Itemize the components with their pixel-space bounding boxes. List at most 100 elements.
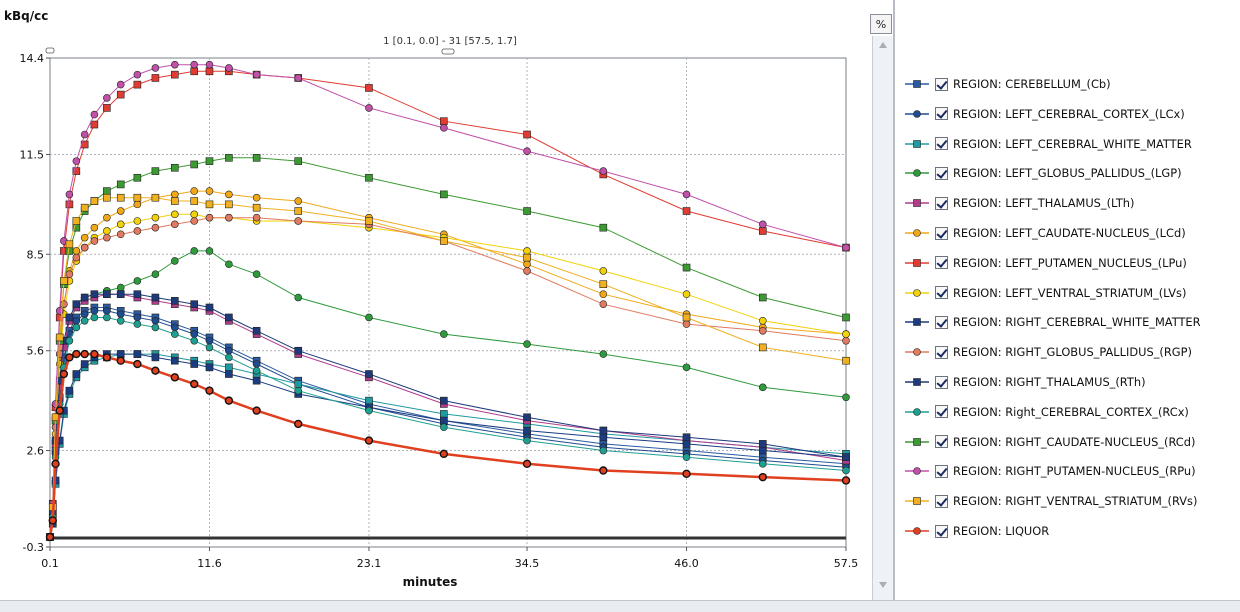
data-point	[599, 466, 608, 475]
legend-checkbox[interactable]	[935, 435, 948, 449]
data-point	[365, 84, 373, 92]
legend-checkbox[interactable]	[935, 524, 948, 538]
data-point	[65, 270, 74, 279]
vertical-scrollbar[interactable]	[872, 36, 893, 600]
series-layer	[45, 60, 851, 542]
scroll-up-icon[interactable]	[879, 42, 887, 48]
data-point	[80, 316, 89, 325]
legend-checkbox[interactable]	[935, 137, 948, 151]
legend-item[interactable]: REGION: LEFT_GLOBUS_PALLIDUS_(LGP)	[903, 163, 1182, 183]
legend-checkbox[interactable]	[935, 315, 948, 329]
data-point	[171, 323, 179, 332]
data-point	[440, 416, 448, 425]
series-13[interactable]	[46, 60, 850, 541]
legend-checkbox[interactable]	[935, 464, 948, 478]
data-point	[225, 363, 233, 372]
legend-item[interactable]: REGION: CEREBELLUM_(Cb)	[903, 74, 1111, 94]
data-point	[48, 516, 57, 525]
legend-item[interactable]: REGION: LEFT_CEREBRAL_WHITE_MATTER	[903, 134, 1192, 154]
data-point	[682, 263, 691, 272]
legend-item[interactable]: REGION: RIGHT_THALAMUS_(RTh)	[903, 372, 1146, 392]
panel-divider[interactable]	[893, 0, 895, 611]
legend-checkbox[interactable]	[935, 166, 948, 180]
data-point	[51, 436, 60, 445]
legend-square	[913, 258, 921, 267]
series-10[interactable]	[46, 290, 850, 541]
legend-item[interactable]: REGION: Right_CEREBRAL_CORTEX_(RCx)	[903, 402, 1189, 422]
data-point	[72, 157, 81, 165]
legend-checkbox[interactable]	[935, 196, 948, 210]
legend-item[interactable]: REGION: LEFT_CEREBRAL_CORTEX_(LCx)	[903, 104, 1185, 124]
legend-checkbox[interactable]	[935, 226, 948, 240]
legend-label: REGION: LEFT_CEREBRAL_CORTEX_(LCx)	[953, 106, 1185, 121]
data-point	[80, 360, 89, 368]
data-point	[80, 310, 89, 318]
legend-checkbox[interactable]	[935, 107, 948, 121]
legend-marker-icon	[905, 467, 929, 476]
legend-marker-icon	[905, 109, 929, 118]
data-point	[294, 293, 303, 302]
data-point	[190, 210, 199, 219]
data-point	[72, 370, 81, 378]
legend-checkbox[interactable]	[935, 345, 948, 359]
data-point	[80, 293, 89, 302]
range-handle-left[interactable]	[45, 47, 55, 54]
legend-item[interactable]: REGION: RIGHT_GLOBUS_PALLIDUS_(RGP)	[903, 342, 1192, 362]
data-point	[72, 167, 81, 175]
data-point	[205, 157, 214, 165]
series-line	[49, 197, 847, 538]
y-tick-label: 14.4	[20, 52, 45, 65]
legend-marker-icon	[905, 139, 929, 148]
chart-svg[interactable]: kBq/cc 1 [0.1, 0.0] - 31 [57.5, 1.7] 0.1…	[0, 0, 872, 600]
data-point	[171, 210, 179, 219]
series-line	[49, 213, 847, 538]
data-point	[842, 313, 850, 322]
data-point	[190, 197, 199, 205]
series-line	[49, 293, 847, 538]
legend-item[interactable]: REGION: LEFT_PUTAMEN_NUCLEUS_(LPu)	[903, 253, 1187, 273]
legend-checkbox[interactable]	[935, 256, 948, 270]
data-point	[80, 233, 89, 242]
y-tick-label: 5.6	[27, 345, 45, 358]
legend-item[interactable]: REGION: RIGHT_PUTAMEN-NUCLEUS_(RPu)	[903, 461, 1196, 481]
legend-checkbox[interactable]	[935, 494, 948, 508]
legend-item[interactable]: REGION: RIGHT_VENTRAL_STRIATUM_(RVs)	[903, 491, 1197, 511]
data-point	[225, 353, 233, 362]
scroll-down-icon[interactable]	[879, 582, 887, 588]
data-point	[523, 147, 531, 155]
data-point	[225, 190, 233, 199]
legend-checkbox[interactable]	[935, 286, 948, 300]
data-point	[365, 370, 373, 378]
legend-label: REGION: CEREBELLUM_(Cb)	[953, 77, 1111, 91]
legend-item[interactable]: REGION: LEFT_THALAMUS_(LTh)	[903, 193, 1134, 213]
data-point	[72, 217, 81, 225]
data-point	[205, 187, 214, 195]
data-point	[151, 366, 160, 375]
legend-item[interactable]: REGION: LEFT_VENTRAL_STRIATUM_(LVs)	[903, 283, 1186, 303]
legend-marker-icon	[905, 80, 929, 88]
header-readout: 1 [0.1, 0.0] - 31 [57.5, 1.7]	[383, 36, 517, 47]
legend-checkbox[interactable]	[935, 405, 948, 419]
data-point	[60, 277, 68, 285]
percent-toggle-button[interactable]: %	[870, 14, 892, 34]
legend-item[interactable]: REGION: RIGHT_CEREBRAL_WHITE_MATTER	[903, 312, 1201, 332]
legend-checkbox[interactable]	[935, 375, 948, 389]
legend-item[interactable]: REGION: LIQUOR	[903, 521, 1049, 541]
series-15[interactable]	[45, 349, 851, 542]
legend-square	[913, 80, 921, 88]
legend-checkbox[interactable]	[935, 77, 948, 91]
data-point	[90, 313, 99, 322]
data-point	[599, 350, 608, 358]
legend-circle	[913, 288, 921, 297]
chart-panel: kBq/cc 1 [0.1, 0.0] - 31 [57.5, 1.7] 0.1…	[0, 0, 872, 600]
data-point	[190, 330, 199, 338]
legend-item[interactable]: REGION: RIGHT_CAUDATE-NUCLEUS_(RCd)	[903, 432, 1195, 452]
data-point	[171, 163, 179, 172]
data-point	[103, 233, 111, 242]
data-point	[90, 223, 99, 232]
data-point	[599, 433, 608, 442]
data-point	[440, 237, 448, 245]
range-handle-center[interactable]	[441, 48, 455, 55]
data-point	[116, 80, 125, 89]
legend-item[interactable]: REGION: LEFT_CAUDATE-NUCLEUS_(LCd)	[903, 223, 1186, 243]
